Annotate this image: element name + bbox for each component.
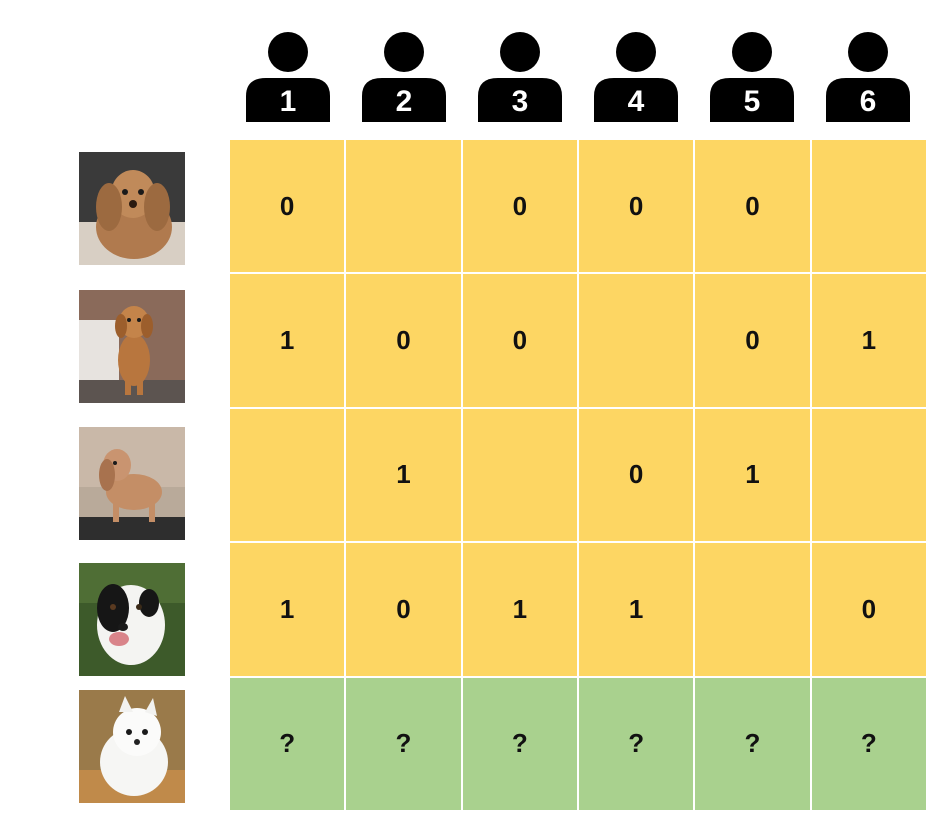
person-icon (246, 32, 330, 122)
person-icon (478, 32, 562, 122)
label-cell (811, 140, 926, 273)
annotator-number: 1 (279, 85, 297, 118)
cocker-spaniel-photo (79, 152, 185, 265)
annotator-1: 1 (230, 28, 346, 124)
label-cell: 0 (579, 408, 694, 542)
annotator-number: 2 (395, 85, 413, 118)
annotator-4: 4 (578, 28, 694, 124)
label-matrix: 0 0 0 0 1 0 0 0 1 1 0 1 1 0 1 1 0?????? (230, 140, 926, 810)
person-icon (826, 32, 910, 122)
label-cell: 0 (462, 274, 577, 407)
label-cell: 1 (579, 543, 694, 676)
label-cell: 1 (230, 274, 345, 407)
label-cell: 0 (811, 543, 926, 676)
white-fluffy-puppy-photo (79, 690, 185, 803)
query-cell: ? (346, 677, 461, 810)
label-cell: 0 (346, 543, 461, 676)
annotator-2: 2 (346, 28, 462, 124)
label-cell: 0 (230, 140, 345, 273)
annotator-number: 4 (627, 85, 645, 118)
label-cell (695, 543, 810, 676)
golden-retriever-puppy-photo (79, 290, 185, 403)
person-icon (362, 32, 446, 122)
label-cell (579, 274, 694, 407)
annotator-number: 5 (743, 85, 761, 118)
annotator-number: 3 (511, 85, 529, 118)
person-icon (594, 32, 678, 122)
label-cell: 0 (695, 140, 810, 273)
query-cell: ? (579, 677, 694, 810)
label-cell (346, 140, 461, 273)
label-cell: 0 (346, 274, 461, 407)
person-icon (710, 32, 794, 122)
annotator-number: 6 (859, 85, 877, 118)
label-cell (811, 408, 926, 542)
query-cell: ? (811, 677, 926, 810)
label-cell: 1 (230, 543, 345, 676)
label-cell: 1 (695, 408, 810, 542)
label-cell: 0 (462, 140, 577, 273)
query-cell: ? (695, 677, 810, 810)
label-cell: 0 (579, 140, 694, 273)
label-cell: 1 (811, 274, 926, 407)
annotator-6: 6 (810, 28, 926, 124)
query-cell: ? (462, 677, 577, 810)
spaniel-on-table-photo (79, 427, 185, 540)
query-cell: ? (230, 677, 345, 810)
label-cell (230, 408, 345, 542)
black-white-dog-photo (79, 563, 185, 676)
label-cell (462, 408, 577, 542)
label-cell: 1 (346, 408, 461, 542)
annotator-5: 5 (694, 28, 810, 124)
label-cell: 1 (462, 543, 577, 676)
annotator-header: 1 2 3 4 5 6 (230, 28, 926, 124)
label-cell: 0 (695, 274, 810, 407)
annotator-3: 3 (462, 28, 578, 124)
